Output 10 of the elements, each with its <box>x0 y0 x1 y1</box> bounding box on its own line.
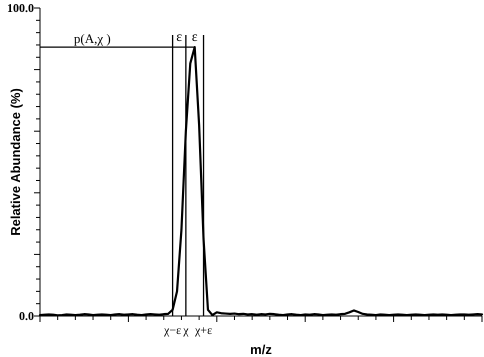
x-tick-label: χ+ε <box>194 323 212 337</box>
y-tick-label: 100.0 <box>7 1 34 15</box>
y-axis-title: Relative Abundance (%) <box>8 88 23 236</box>
annotation: ε <box>192 30 198 45</box>
x-tick-label: χ−ε <box>163 323 182 337</box>
annotation: ε <box>176 30 182 45</box>
x-tick-label: χ <box>182 323 190 337</box>
x-axis-title: m/z <box>250 342 272 357</box>
ref-line-label: p(A,χ ) <box>74 31 111 46</box>
y-tick-label: 0.0 <box>19 309 34 323</box>
